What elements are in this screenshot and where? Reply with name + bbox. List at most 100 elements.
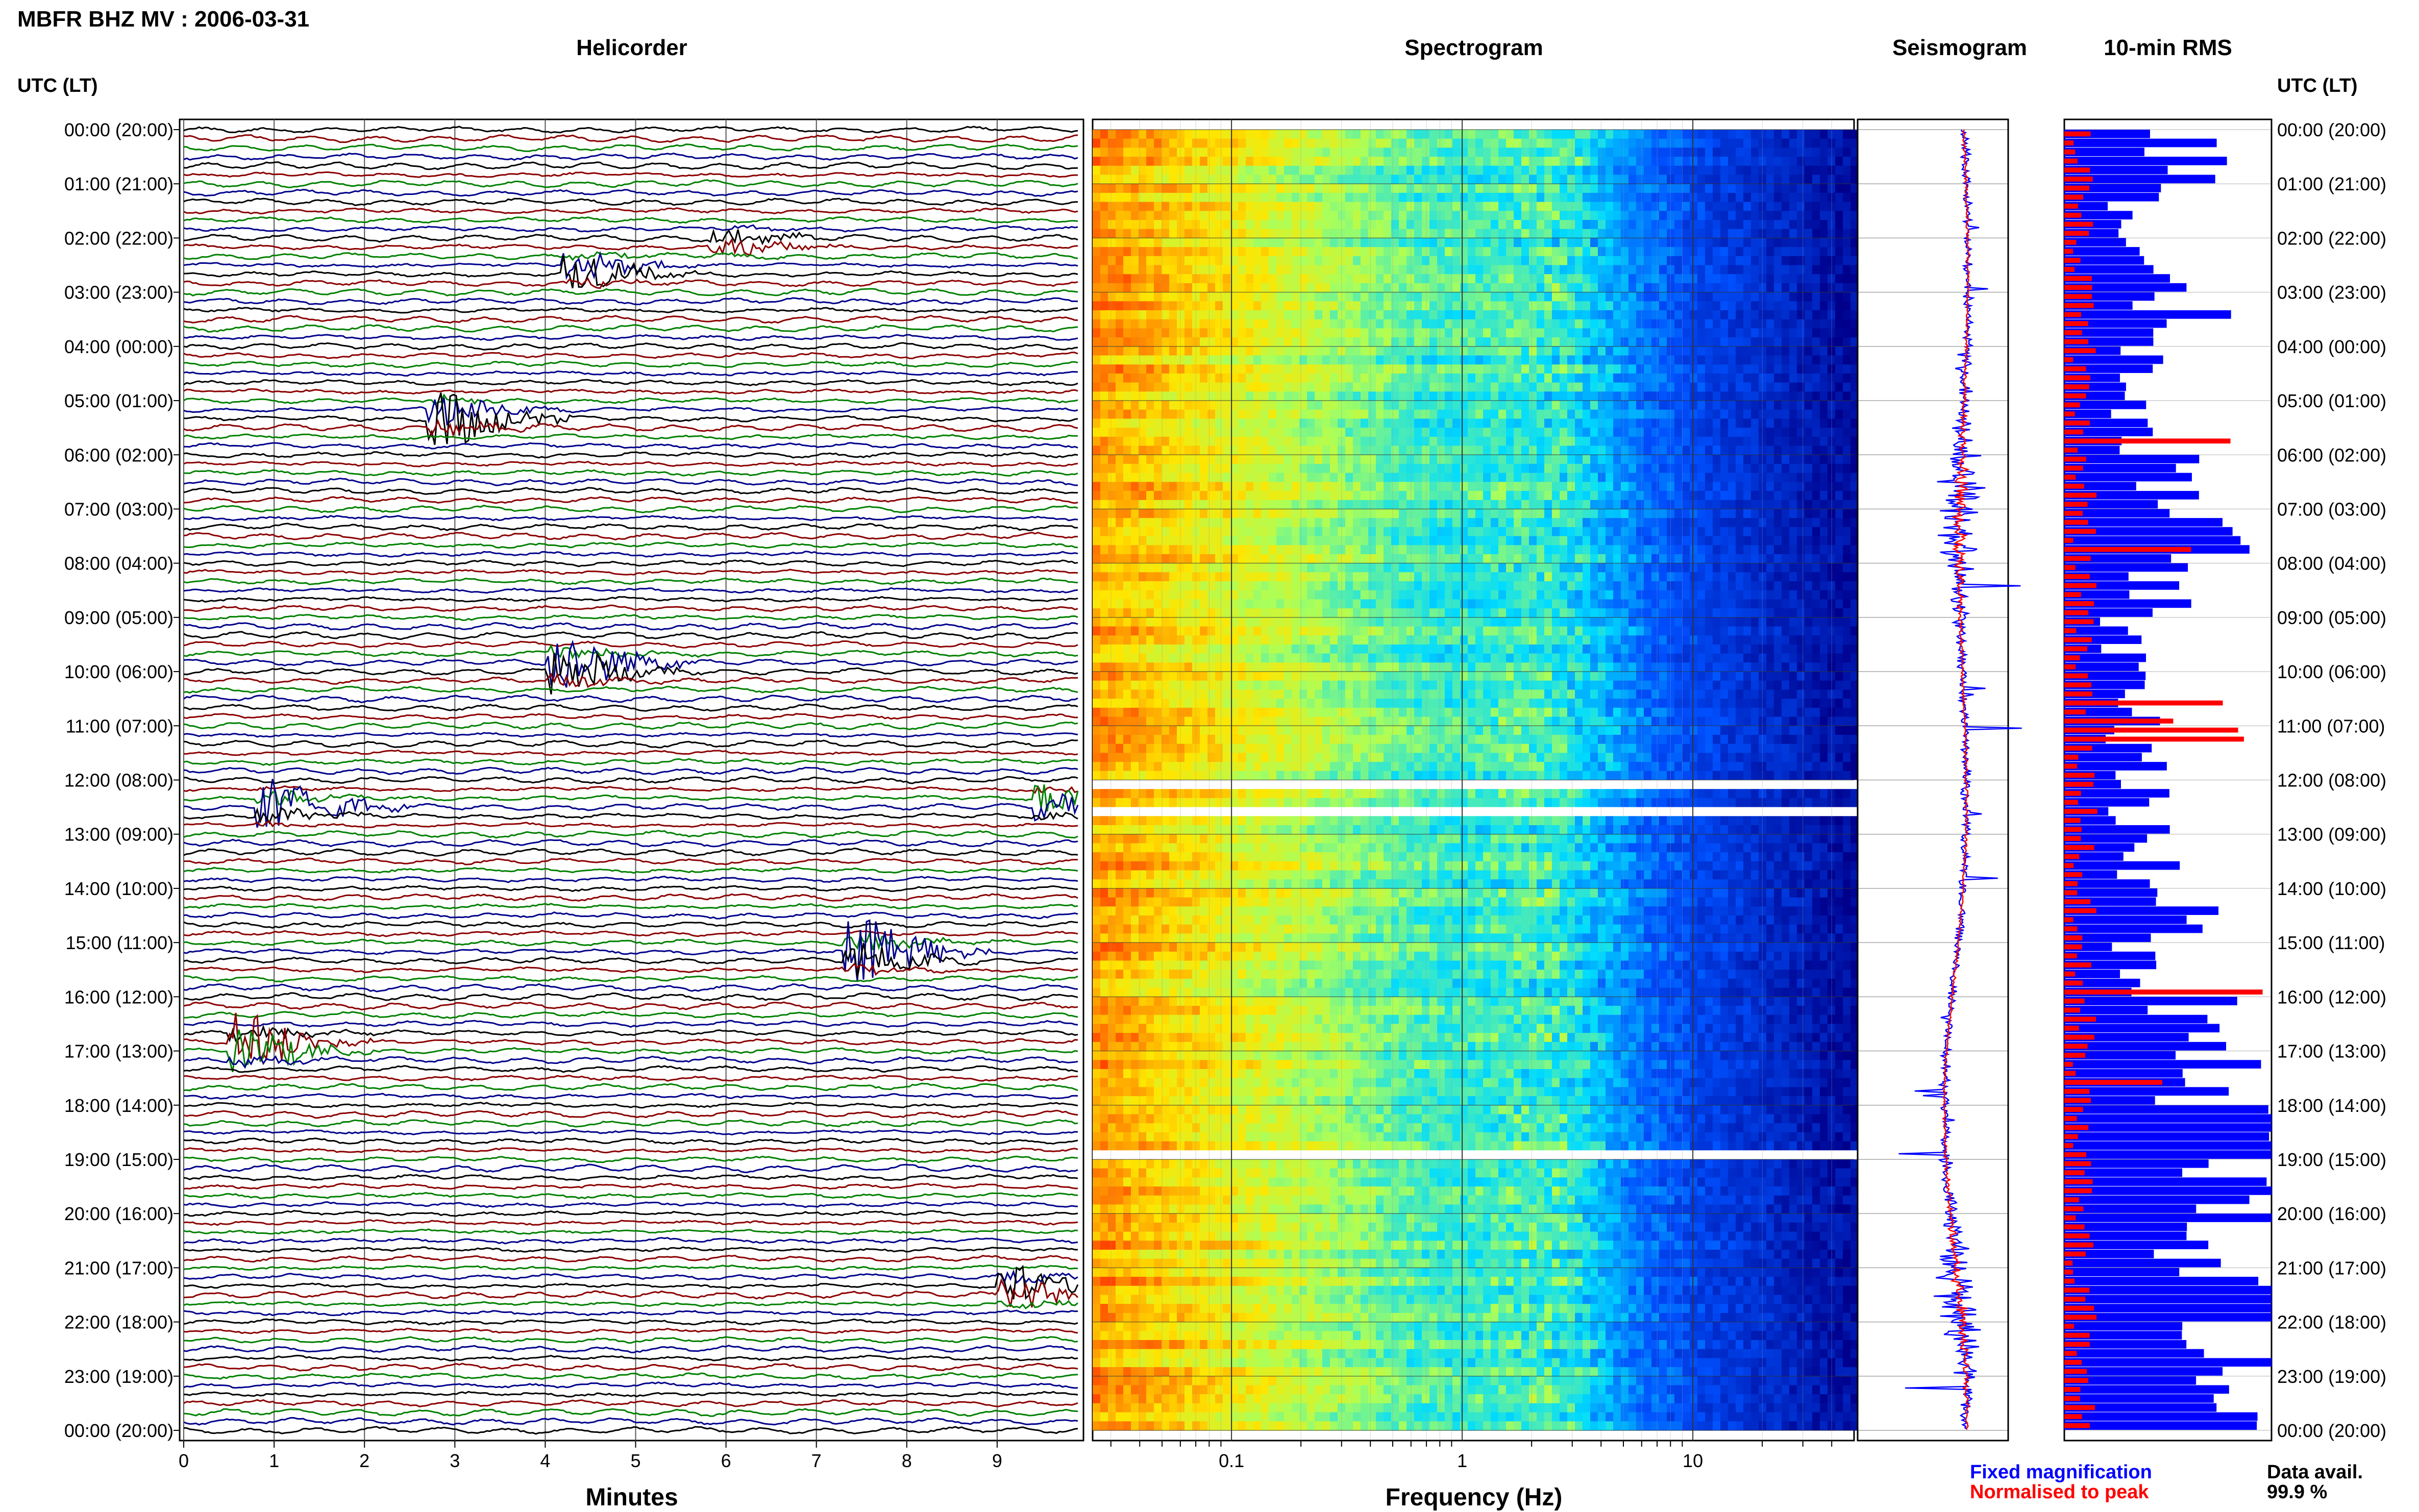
spectrogram-cell [1797,192,1805,203]
spectrogram-cell [1330,428,1338,437]
spectrogram-cell [1682,147,1690,157]
spectrogram-cell [1521,391,1529,401]
spectrogram-cell [1674,265,1683,275]
spectrogram-cell [1682,265,1690,275]
spectrogram-cell [1345,220,1353,230]
spectrogram-cell [1100,175,1108,184]
spectrogram-cell [1376,165,1384,176]
spectrogram-cell [1713,265,1721,275]
spectrogram-cell [1544,165,1552,176]
spectrogram-cell [1322,346,1330,356]
spectrogram-cell [1269,409,1277,419]
spectrogram-cell [1483,382,1491,392]
spectrogram-cell [1406,192,1415,203]
spectrogram-cell [1368,274,1376,284]
spectrogram-cell [1628,518,1637,528]
spectrogram-cell [1269,418,1277,428]
spectrogram-cell [1544,482,1552,491]
spectrogram-cell [1406,401,1415,410]
spectrogram-cell [1690,138,1698,148]
spectrogram-cell [1659,211,1667,220]
spectrogram-cell [1728,274,1736,284]
spectrogram-cell [1690,518,1698,528]
spectrogram-cell [1659,310,1667,320]
spectrogram-cell [1215,463,1223,474]
spectrogram-cell [1674,401,1683,410]
spectrogram-cell [1659,463,1667,474]
spectrogram-cell [1667,192,1675,203]
spectrogram-cell [1223,436,1231,447]
spectrogram-cell [1460,418,1468,428]
spectrogram-cell [1682,238,1690,247]
spectrogram-cell [1284,382,1292,392]
spectrogram-cell [1644,202,1652,211]
spectrogram-cell [1621,418,1629,428]
spectrogram-cell [1238,364,1246,374]
spectrogram-cell [1399,545,1407,555]
spectrogram-cell [1162,401,1170,410]
spectrogram-cell [1828,283,1836,293]
spectrogram-cell [1338,445,1346,455]
spectrogram-cell [1651,175,1660,184]
spectrogram-cell [1177,274,1185,284]
axis-title-left: UTC (LT) [17,75,98,96]
spectrogram-cell [1123,147,1131,157]
spectrogram-cell [1850,473,1859,482]
spectrogram-cell [1299,192,1307,203]
spectrogram-cell [1338,175,1346,184]
spectrogram-cell [1184,229,1193,238]
spectrogram-cell [1590,265,1598,275]
hour-label-left: 19:00 (15:00) [64,1149,174,1170]
spectrogram-cell [1590,482,1598,491]
spectrogram-cell [1299,138,1307,148]
spectrogram-cell [1521,409,1529,419]
spectrogram-cell [1445,157,1453,166]
spectrogram-cell [1284,220,1292,230]
spectrogram-cell [1720,364,1729,374]
spectrogram-cell [1835,337,1843,347]
spectrogram-cell [1315,536,1323,546]
spectrogram-cell [1154,337,1162,347]
spectrogram-cell [1560,192,1568,203]
spectrogram-cell [1720,192,1729,203]
spectrogram-cell [1498,138,1507,148]
spectrogram-cell [1108,319,1116,329]
spectrogram-cell [1177,265,1185,275]
spectrogram-cell [1820,527,1828,537]
spectrogram-cell [1452,482,1461,491]
spectrogram-cell [1843,238,1851,247]
spectrogram-cell [1406,202,1415,211]
spectrogram-cell [1544,175,1552,184]
spectrogram-cell [1590,536,1598,546]
spectrogram-cell [1330,473,1338,482]
hour-label-left: 08:00 (04:00) [64,553,174,574]
spectrogram-cell [1345,157,1353,166]
spectrogram-cell [1116,536,1124,546]
spectrogram-cell [1537,301,1545,311]
spectrogram-cell [1215,265,1223,275]
spectrogram-cell [1422,175,1430,184]
helicorder-trace [183,1020,1078,1028]
spectrogram-cell [1682,157,1690,166]
spectrogram-cell [1131,328,1139,338]
spectrogram-cell [1123,373,1131,383]
spectrogram-cell [1475,247,1484,257]
spectrogram-cell [1491,418,1499,428]
spectrogram-cell [1307,373,1315,383]
helicorder-trace [183,255,1078,289]
spectrogram-cell [1812,211,1820,220]
spectrogram-cell [1636,518,1644,528]
spectrogram-cell [1628,211,1637,220]
spectrogram-cell [1437,229,1445,238]
spectrogram-cell [1200,436,1208,447]
spectrogram-cell [1139,310,1147,320]
spectrogram-cell [1682,211,1690,220]
spectrogram-cell [1789,202,1797,211]
spectrogram-cell [1583,364,1591,374]
spectrogram-cell [1384,346,1392,356]
spectrogram-cell [1736,184,1744,193]
spectrogram-cell [1200,220,1208,230]
spectrogram-cell [1184,500,1193,509]
spectrogram-cell [1843,130,1851,139]
spectrogram-cell [1445,274,1453,284]
